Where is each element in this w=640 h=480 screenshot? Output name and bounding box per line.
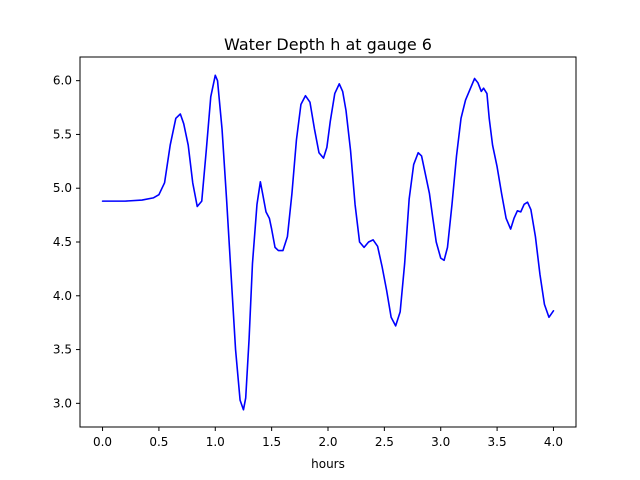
chart-title: Water Depth h at gauge 6 xyxy=(224,35,432,54)
x-tick-label: 2.0 xyxy=(318,435,337,449)
plot-area: 0.0 0.5 1.0 1.5 2.0 2.5 3.0 3.5 4.0 3.0 3.5 4.0 4.5 5… xyxy=(53,56,577,449)
y-tick-label: 5.0 xyxy=(53,181,72,195)
x-tick-label: 2.5 xyxy=(375,435,394,449)
y-tick-label: 3.0 xyxy=(53,396,72,410)
x-tick-label: 4.0 xyxy=(544,435,563,449)
x-tick-label: 3.0 xyxy=(431,435,450,449)
y-tick-label: 6.0 xyxy=(53,74,72,88)
x-tick-label: 3.5 xyxy=(488,435,507,449)
y-tick-label: 5.5 xyxy=(53,127,72,141)
x-tick-label: 0.5 xyxy=(149,435,168,449)
x-axis-label: hours xyxy=(311,457,345,471)
y-tick-label: 4.5 xyxy=(53,235,72,249)
x-tick-label: 1.5 xyxy=(262,435,281,449)
y-tick-label: 4.0 xyxy=(53,289,72,303)
x-tick-label: 1.0 xyxy=(206,435,225,449)
x-tick-label: 0.0 xyxy=(93,435,112,449)
series-line-0 xyxy=(101,74,555,411)
y-tick-label: 3.5 xyxy=(53,343,72,357)
